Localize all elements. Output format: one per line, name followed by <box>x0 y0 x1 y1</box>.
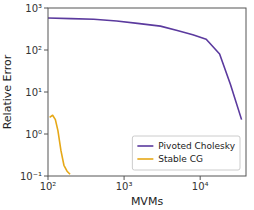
y-tick <box>44 50 48 51</box>
x-tick <box>124 176 125 180</box>
x-tick <box>200 176 201 180</box>
y-tick <box>44 8 48 9</box>
chart-svg: 10² 10³ 10⁴ 10⁻¹ 10⁰ 10¹ 10² 10³ MVMs Relative Er… <box>0 0 254 210</box>
y-axis-label: Relative Error <box>1 54 14 129</box>
y-tick-label: 10¹ <box>25 87 42 98</box>
series-line <box>48 18 242 120</box>
legend: Pivoted Cholesky Stable CG <box>132 136 240 170</box>
legend-label: Pivoted Cholesky <box>158 141 235 151</box>
y-tick-label: 10³ <box>25 3 42 14</box>
y-tick <box>44 176 48 177</box>
x-tick-label: 10³ <box>116 181 133 192</box>
y-tick-label: 10⁰ <box>25 129 42 140</box>
legend-swatch <box>137 158 153 160</box>
y-tick-label: 10² <box>25 45 42 56</box>
chart-container: 10² 10³ 10⁴ 10⁻¹ 10⁰ 10¹ 10² 10³ MVMs Relative Er… <box>0 0 254 210</box>
x-tick-label: 10⁴ <box>192 181 209 192</box>
x-axis-label: MVMs <box>131 195 164 208</box>
y-tick-label: 10⁻¹ <box>20 171 42 182</box>
legend-swatch <box>137 145 153 147</box>
x-tick <box>48 176 49 180</box>
legend-label: Stable CG <box>158 154 203 164</box>
plot-background <box>48 8 246 176</box>
y-tick <box>44 134 48 135</box>
series-line <box>50 115 70 174</box>
x-tick-label: 10² <box>40 181 57 192</box>
series-group <box>48 18 242 174</box>
legend-box <box>132 136 240 170</box>
plot-frame <box>48 8 246 176</box>
y-tick <box>44 92 48 93</box>
